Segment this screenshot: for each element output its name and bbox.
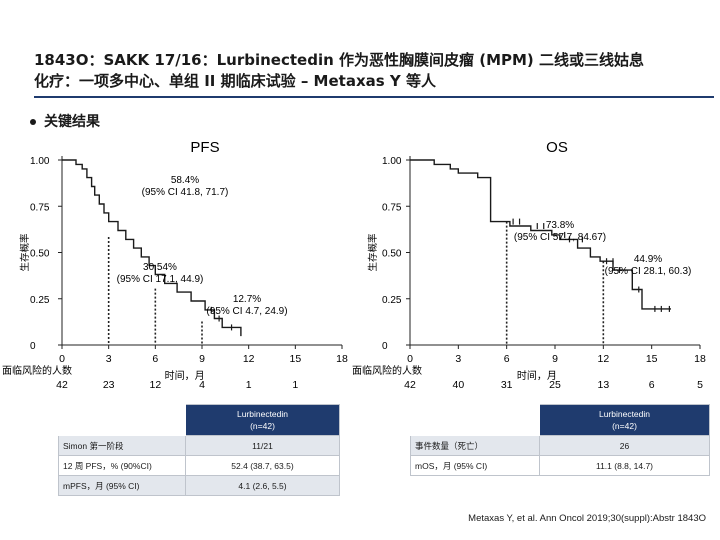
- x-tick-label: 6: [152, 353, 158, 365]
- pfs-table: Lurbinectedin (n=42) Simon 第一阶段 11/21 12 周…: [58, 404, 340, 496]
- key-results-bullet: 关键结果: [30, 111, 100, 131]
- annotation-ci: (95% CI 57.7, 84.67): [514, 232, 606, 243]
- x-tick-label: 15: [289, 353, 301, 365]
- x-tick-label: 3: [106, 353, 112, 365]
- x-tick-label: 12: [243, 353, 255, 365]
- pfs-table-header: Lurbinectedin (n=42): [185, 404, 340, 436]
- risk-number: 5: [697, 379, 703, 391]
- risk-number: 6: [649, 379, 655, 391]
- x-tick-label: 6: [504, 353, 510, 365]
- citation: Metaxas Y, et al. Ann Oncol 2019;30(supp…: [468, 513, 706, 524]
- x-tick-label: 15: [646, 353, 658, 365]
- x-tick-label: 0: [407, 353, 413, 365]
- pfs-chart: PFS 0 0.25 0.50 0.75 1.00 生存概率 0 3 6 9 12 15 18 时间，月 面临…: [2, 139, 348, 391]
- annotation-ci: (95% CI 28.1, 60.3): [605, 266, 692, 277]
- y-tick-label: 0.50: [30, 249, 50, 260]
- annotation-value: 12.7%: [233, 294, 261, 305]
- title-line-1: 1843O：SAKK 17/16：Lurbinectedin 作为恶性胸膜间皮瘤…: [34, 51, 644, 69]
- survival-curve: [410, 159, 671, 310]
- y-axis-label: 生存概率: [19, 233, 31, 272]
- risk-label: 面临风险的人数: [352, 364, 422, 377]
- x-tick-label: 9: [552, 353, 558, 365]
- table-row: 事件数量（死亡） 26: [410, 435, 710, 456]
- risk-number: 31: [501, 379, 513, 391]
- annotation-value: 30.54%: [143, 262, 177, 273]
- title-divider: [34, 96, 714, 98]
- table-row: mOS，月 (95% CI) 11.1 (8.8, 14.7): [410, 455, 710, 476]
- annotation-ci: (95% CI 17.1, 44.9): [117, 274, 204, 285]
- y-tick-label: 0.75: [382, 202, 402, 213]
- risk-number: 13: [597, 379, 609, 391]
- y-tick-label: 0: [30, 341, 36, 352]
- y-tick-label: 0.25: [382, 295, 402, 306]
- table-row: mPFS，月 (95% CI) 4.1 (2.6, 5.5): [58, 475, 340, 496]
- risk-number: 12: [149, 379, 161, 391]
- y-tick-label: 0.75: [30, 202, 50, 213]
- x-axis-label: 时间，月: [517, 369, 557, 382]
- slide-title: 1843O：SAKK 17/16：Lurbinectedin 作为恶性胸膜间皮瘤…: [34, 50, 704, 92]
- y-tick-label: 1.00: [30, 156, 50, 167]
- x-tick-label: 12: [597, 353, 609, 365]
- risk-number: 1: [246, 379, 252, 391]
- x-axis-label: 时间，月: [165, 369, 205, 382]
- survival-curve: [62, 159, 242, 337]
- y-tick-label: 0: [382, 341, 388, 352]
- bullet-dot-icon: [30, 119, 36, 125]
- risk-number: 25: [549, 379, 561, 391]
- chart-title: OS: [546, 139, 568, 156]
- x-tick-label: 18: [336, 353, 348, 365]
- bullet-text: 关键结果: [44, 114, 100, 130]
- risk-number: 4: [199, 379, 205, 391]
- title-line-2: 化疗：一项多中心、单组 II 期临床试验 – Metaxas Y 等人: [34, 72, 436, 90]
- risk-number: 23: [103, 379, 115, 391]
- table-row: 12 周 PFS，% (90%CI) 52.4 (38.7, 63.5): [58, 455, 340, 476]
- x-tick-label: 9: [199, 353, 205, 365]
- x-tick-label: 3: [455, 353, 461, 365]
- os-chart: OS 0 0.25 0.50 0.75 1.00 生存概率 0 3 6 9 12 15 18 时间，月 面临风…: [352, 139, 706, 391]
- table-row: Simon 第一阶段 11/21: [58, 435, 340, 456]
- y-tick-label: 0.50: [382, 249, 402, 260]
- x-tick-label: 18: [694, 353, 706, 365]
- os-table-header: Lurbinectedin (n=42): [539, 404, 710, 436]
- annotation-value: 44.9%: [634, 254, 662, 265]
- risk-number: 1: [292, 379, 298, 391]
- risk-number: 42: [56, 379, 68, 391]
- risk-number: 42: [404, 379, 416, 391]
- y-tick-label: 0.25: [30, 295, 50, 306]
- y-tick-label: 1.00: [382, 156, 402, 167]
- annotation-value: 73.8%: [546, 220, 574, 231]
- y-axis-label: 生存概率: [367, 233, 379, 272]
- x-tick-label: 0: [59, 353, 65, 365]
- annotation-ci: (95% CI 41.8, 71.7): [142, 187, 229, 198]
- chart-title: PFS: [190, 139, 219, 156]
- os-table: Lurbinectedin (n=42) 事件数量（死亡） 26 mOS，月 (95…: [410, 404, 710, 476]
- annotation-ci: (95% CI 4.7, 24.9): [206, 306, 287, 317]
- annotation-value: 58.4%: [171, 175, 199, 186]
- risk-number: 40: [452, 379, 464, 391]
- risk-label: 面临风险的人数: [2, 364, 72, 377]
